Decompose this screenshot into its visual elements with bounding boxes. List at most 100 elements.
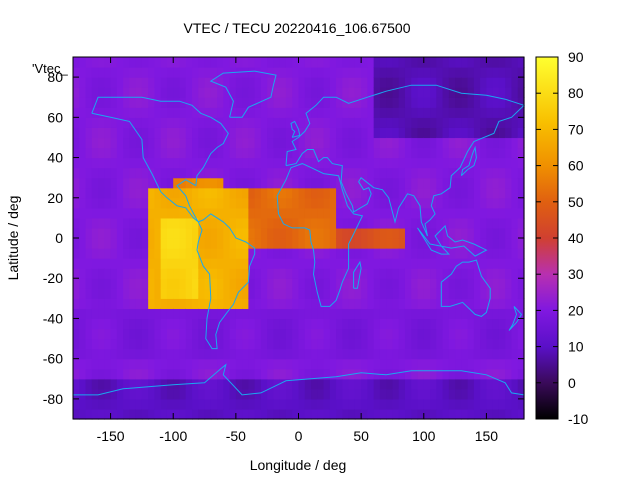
heatmap-cell <box>123 268 130 279</box>
heatmap-cell <box>411 157 419 169</box>
heatmap-cell <box>361 248 368 259</box>
heatmap-cell <box>135 328 143 340</box>
heatmap-cell <box>179 238 187 249</box>
heatmap-cell <box>235 97 243 108</box>
heatmap-cell <box>430 227 437 239</box>
heatmap-cell <box>517 167 525 179</box>
heatmap-cell <box>430 137 437 149</box>
heatmap-cell <box>85 258 93 269</box>
heatmap-cell <box>411 207 419 219</box>
heatmap-cell <box>361 398 368 410</box>
heatmap-cell <box>123 57 130 68</box>
heatmap-cell <box>179 127 187 139</box>
heatmap-cell <box>116 298 124 309</box>
heatmap-cell <box>505 227 513 239</box>
heatmap-cell <box>198 268 206 279</box>
heatmap-cell <box>461 177 469 189</box>
heatmap-cell <box>505 67 513 78</box>
heatmap-cell <box>517 378 525 390</box>
heatmap-cell <box>323 117 331 128</box>
heatmap-cell <box>285 268 293 279</box>
heatmap-cell <box>417 127 425 139</box>
heatmap-cell <box>148 288 156 299</box>
heatmap-cell <box>311 308 318 320</box>
heatmap-cell <box>304 278 312 289</box>
heatmap-cell <box>110 117 118 128</box>
heatmap-cell <box>436 348 444 360</box>
heatmap-cell <box>442 318 450 330</box>
heatmap-cell <box>229 87 237 98</box>
heatmap-cell <box>304 57 312 68</box>
heatmap-cell <box>423 157 431 169</box>
heatmap-cell <box>379 238 387 249</box>
heatmap-cell <box>361 378 368 390</box>
heatmap-cell <box>336 77 343 88</box>
heatmap-cell <box>91 77 99 88</box>
heatmap-cell <box>123 177 130 189</box>
heatmap-cell <box>505 348 513 360</box>
heatmap-cell <box>116 338 124 350</box>
heatmap-cell <box>304 338 312 350</box>
heatmap-cell <box>442 268 450 279</box>
heatmap-cell <box>110 298 118 309</box>
heatmap-cell <box>154 318 162 330</box>
heatmap-cell <box>141 97 149 108</box>
heatmap-cell <box>486 87 494 98</box>
heatmap-cell <box>204 368 212 380</box>
heatmap-cell <box>154 368 162 380</box>
heatmap-cell <box>260 107 268 118</box>
heatmap-cell <box>292 167 300 179</box>
heatmap-cell <box>279 157 287 169</box>
heatmap-cell <box>192 278 199 289</box>
heatmap-cell <box>217 197 224 209</box>
heatmap-cell <box>192 77 199 88</box>
heatmap-cell <box>404 57 412 68</box>
heatmap-cell <box>511 248 519 259</box>
heatmap-cell <box>367 238 375 249</box>
heatmap-cell <box>298 207 306 219</box>
heatmap-cell <box>217 217 224 229</box>
heatmap-cell <box>505 57 513 68</box>
heatmap-cell <box>336 248 343 259</box>
heatmap-cell <box>436 338 444 350</box>
heatmap-cell <box>173 338 181 350</box>
heatmap-cell <box>505 157 513 169</box>
heatmap-cell <box>492 288 500 299</box>
heatmap-cell <box>323 388 331 400</box>
heatmap-cell <box>392 338 400 350</box>
heatmap-cell <box>411 298 419 309</box>
heatmap-cell <box>279 147 287 159</box>
heatmap-cell <box>423 408 431 420</box>
heatmap-cell <box>386 107 394 118</box>
heatmap-cell <box>129 368 137 380</box>
heatmap-cell <box>248 157 256 169</box>
heatmap-cell <box>323 368 331 380</box>
heatmap-cell <box>235 207 243 219</box>
heatmap-cell <box>423 378 431 390</box>
heatmap-cell <box>480 398 488 410</box>
heatmap-cell <box>166 117 174 128</box>
heatmap-cell <box>254 318 262 330</box>
heatmap-cell <box>248 57 256 68</box>
heatmap-cell <box>160 137 168 149</box>
heatmap-cell <box>135 258 143 269</box>
heatmap-cell <box>367 258 375 269</box>
heatmap-cell <box>473 308 481 320</box>
heatmap-cell <box>254 217 262 229</box>
heatmap-cell <box>116 248 124 259</box>
heatmap-cell <box>141 87 149 98</box>
heatmap-cell <box>104 187 112 199</box>
heatmap-cell <box>473 238 481 249</box>
heatmap-cell <box>436 288 444 299</box>
heatmap-cell <box>467 278 475 289</box>
heatmap-cell <box>198 248 206 259</box>
heatmap-cell <box>104 238 112 249</box>
colorbar-tick-label: 50 <box>568 194 584 210</box>
heatmap-cell <box>505 87 513 98</box>
heatmap-cell <box>185 358 193 370</box>
heatmap-cell <box>242 187 249 199</box>
heatmap-cell <box>317 147 325 159</box>
heatmap-cell <box>386 238 394 249</box>
heatmap-cell <box>217 358 224 370</box>
heatmap-cell <box>354 127 362 139</box>
